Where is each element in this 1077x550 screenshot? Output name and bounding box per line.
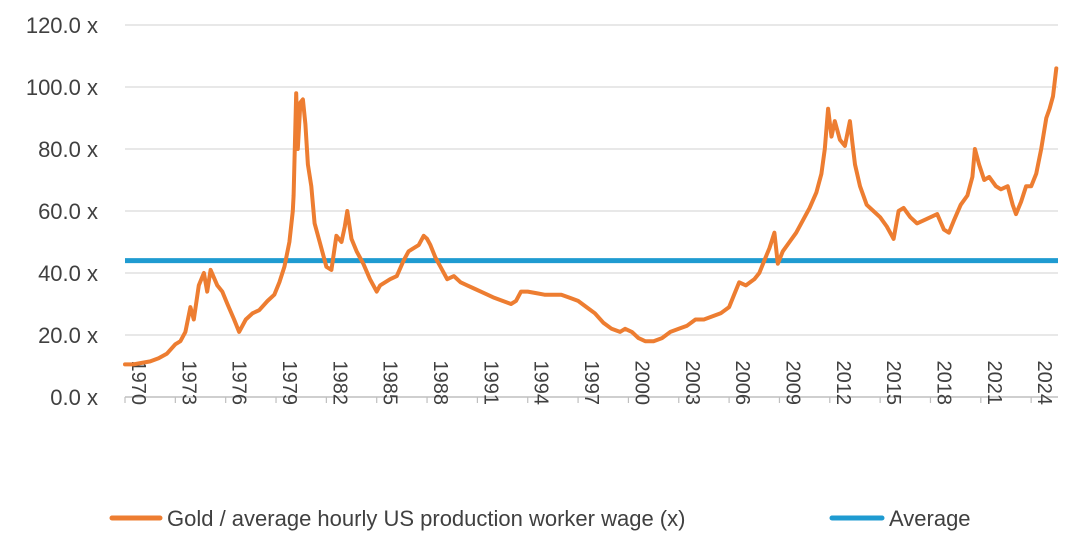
x-axis: 1970 1973 1976 1979 1982 1985 1988 1991 1994 1997… — [124, 361, 1058, 406]
y-tick-label: 80.0 x — [38, 137, 98, 162]
series-lines — [123, 66, 1059, 367]
x-tick-label: 1982 — [328, 361, 350, 406]
legend-label-average: Average — [889, 506, 971, 531]
x-tick-label: 1994 — [530, 361, 552, 406]
y-tick-label: 0.0 x — [50, 385, 98, 410]
x-tick-label: 2006 — [731, 361, 753, 406]
x-tick-label: 1988 — [429, 361, 451, 406]
x-tick-label: 2012 — [832, 361, 854, 406]
x-tick-label: 2000 — [630, 361, 652, 406]
y-tick-label: 100.0 x — [26, 75, 98, 100]
legend: Gold / average hourly US production work… — [109, 506, 971, 531]
x-tick-label: 2015 — [882, 361, 904, 406]
x-tick-label: 2018 — [932, 361, 954, 406]
gridlines — [125, 24, 1058, 336]
x-tick-label: 1970 — [127, 361, 149, 406]
y-axis-ticks: 0.0 x 20.0 x 40.0 x 60.0 x 80.0 x 100.0 x 120.… — [26, 13, 98, 410]
x-tick-label: 1979 — [278, 361, 300, 406]
y-tick-label: 20.0 x — [38, 323, 98, 348]
x-tick-label: 1976 — [228, 361, 250, 406]
x-tick-label: 2021 — [983, 361, 1005, 406]
x-tick-label: 1991 — [479, 361, 501, 406]
x-tick-label: 1973 — [177, 361, 199, 406]
series-line-gold-wage-ratio — [123, 66, 1059, 367]
x-tick-label: 1997 — [580, 361, 602, 406]
x-tick-label: 2003 — [681, 361, 703, 406]
x-tick-label: 1985 — [379, 361, 401, 406]
x-tick-label: 2024 — [1033, 361, 1055, 406]
legend-label-ratio: Gold / average hourly US production work… — [167, 506, 685, 531]
y-tick-label: 120.0 x — [26, 13, 98, 38]
x-tick-label: 2009 — [781, 361, 803, 406]
y-tick-label: 60.0 x — [38, 199, 98, 224]
y-tick-label: 40.0 x — [38, 261, 98, 286]
